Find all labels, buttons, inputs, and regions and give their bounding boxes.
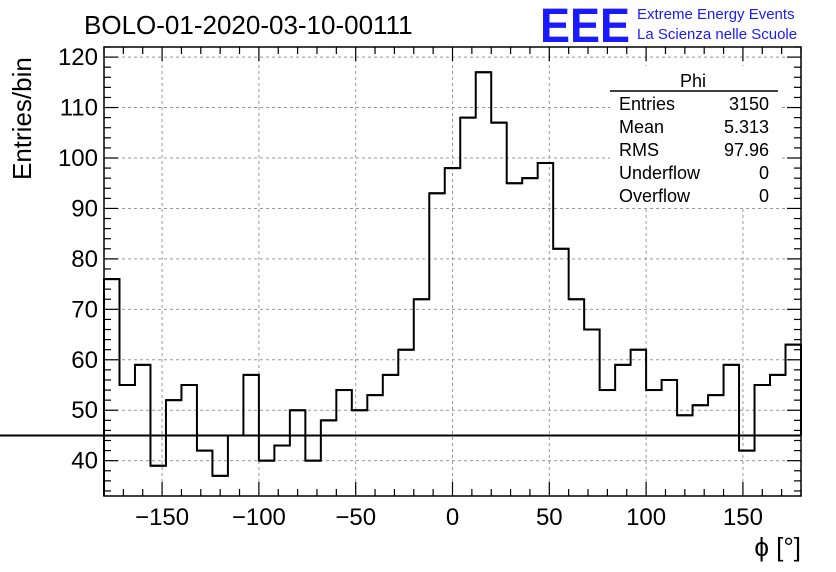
y-tick-label: 50 xyxy=(71,397,98,424)
stat-label: Overflow xyxy=(619,186,691,206)
x-tick-labels: −150 −100 −50 0 50 100 150 xyxy=(135,504,763,531)
stat-value: 0 xyxy=(759,163,769,183)
y-tick-label: 120 xyxy=(58,44,98,71)
y-tick-label: 60 xyxy=(71,347,98,374)
logo-line-2: La Scienza nelle Scuole xyxy=(637,26,797,43)
stat-label: Mean xyxy=(619,117,664,137)
histogram-bins xyxy=(0,71,802,496)
plot-frame xyxy=(103,46,802,497)
y-axis-title: Entries/bin xyxy=(7,57,37,180)
stats-box: Phi Entries 3150 Mean 5.313 RMS 97.96 Underflo… xyxy=(610,66,780,207)
stat-value: 3150 xyxy=(729,94,769,114)
x-axis-title: ϕ [°] xyxy=(754,532,801,562)
stat-value: 97.96 xyxy=(724,140,769,160)
x-tick-label: 150 xyxy=(723,504,763,531)
y-tick-label: 110 xyxy=(60,95,98,122)
x-tick-label: −100 xyxy=(232,504,286,531)
x-tick-label: 0 xyxy=(446,504,459,531)
x-tick-label: 100 xyxy=(626,504,666,531)
y-tick-label: 70 xyxy=(71,296,98,323)
stat-value: 0 xyxy=(759,186,769,206)
x-tick-label: −150 xyxy=(135,504,189,531)
stat-label: RMS xyxy=(619,140,659,160)
y-tick-labels: 40 50 60 70 80 90 100 110 120 xyxy=(58,44,98,475)
y-tick-label: 90 xyxy=(71,195,98,222)
y-tick-label: 80 xyxy=(71,246,98,273)
eee-logo: EEE Extreme Energy Events La Scienza nel… xyxy=(540,0,797,53)
stat-label: Entries xyxy=(619,94,675,114)
chart-title: BOLO-01-2020-03-10-00111 xyxy=(84,10,413,40)
stat-value: 5.313 xyxy=(724,117,769,137)
x-tick-label: −50 xyxy=(335,504,376,531)
eee-logo-text: EEE xyxy=(540,0,630,53)
logo-line-1: Extreme Energy Events xyxy=(637,6,795,23)
stats-rows: Entries 3150 Mean 5.313 RMS 97.96 Underflow 0 Ov… xyxy=(619,94,769,206)
stats-box-bg xyxy=(610,66,780,207)
stat-label: Underflow xyxy=(619,163,701,183)
y-tick-label: 100 xyxy=(58,145,98,172)
y-tick-label: 40 xyxy=(71,448,98,475)
axis-ticks xyxy=(103,46,802,496)
x-tick-label: 50 xyxy=(536,504,563,531)
stats-title: Phi xyxy=(680,71,706,91)
